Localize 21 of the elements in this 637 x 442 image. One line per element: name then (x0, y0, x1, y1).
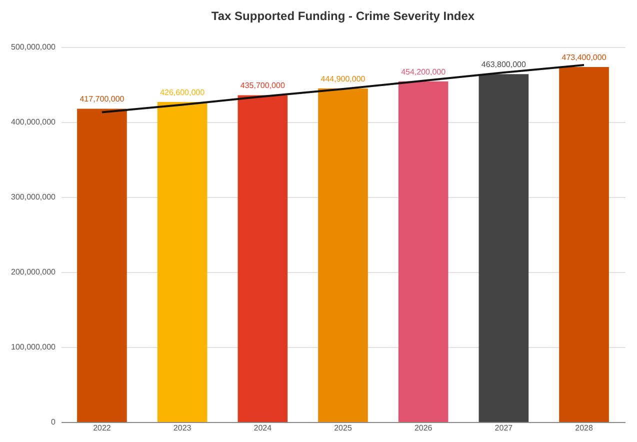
data-label: 417,700,000 (80, 94, 125, 104)
x-tick-label: 2025 (334, 424, 352, 432)
data-label: 435,700,000 (240, 81, 286, 90)
data-label: 444,900,000 (320, 74, 366, 84)
x-tick-label: 2028 (575, 424, 594, 432)
x-tick-label: 2024 (254, 424, 272, 432)
x-tick-label: 2026 (414, 424, 433, 432)
chart-title: Tax Supported Funding - Crime Severity Index (211, 9, 475, 23)
x-tick-label: 2027 (494, 424, 514, 432)
y-tick-label: 0 (51, 418, 56, 426)
y-tick-label: 100,000,000 (11, 342, 56, 352)
y-tick-label: 500,000,000 (11, 42, 56, 52)
data-label: 473,400,000 (562, 52, 607, 62)
x-tick-label: 2023 (173, 424, 192, 432)
data-label: 454,200,000 (401, 67, 446, 76)
x-tick-label: 2022 (93, 424, 112, 432)
y-tick-label: 400,000,000 (11, 118, 56, 126)
data-label: 463,800,000 (481, 60, 526, 70)
data-label: 426,600,000 (160, 88, 206, 98)
y-tick-label: 200,000,000 (11, 268, 56, 276)
y-tick-label: 300,000,000 (11, 192, 56, 202)
